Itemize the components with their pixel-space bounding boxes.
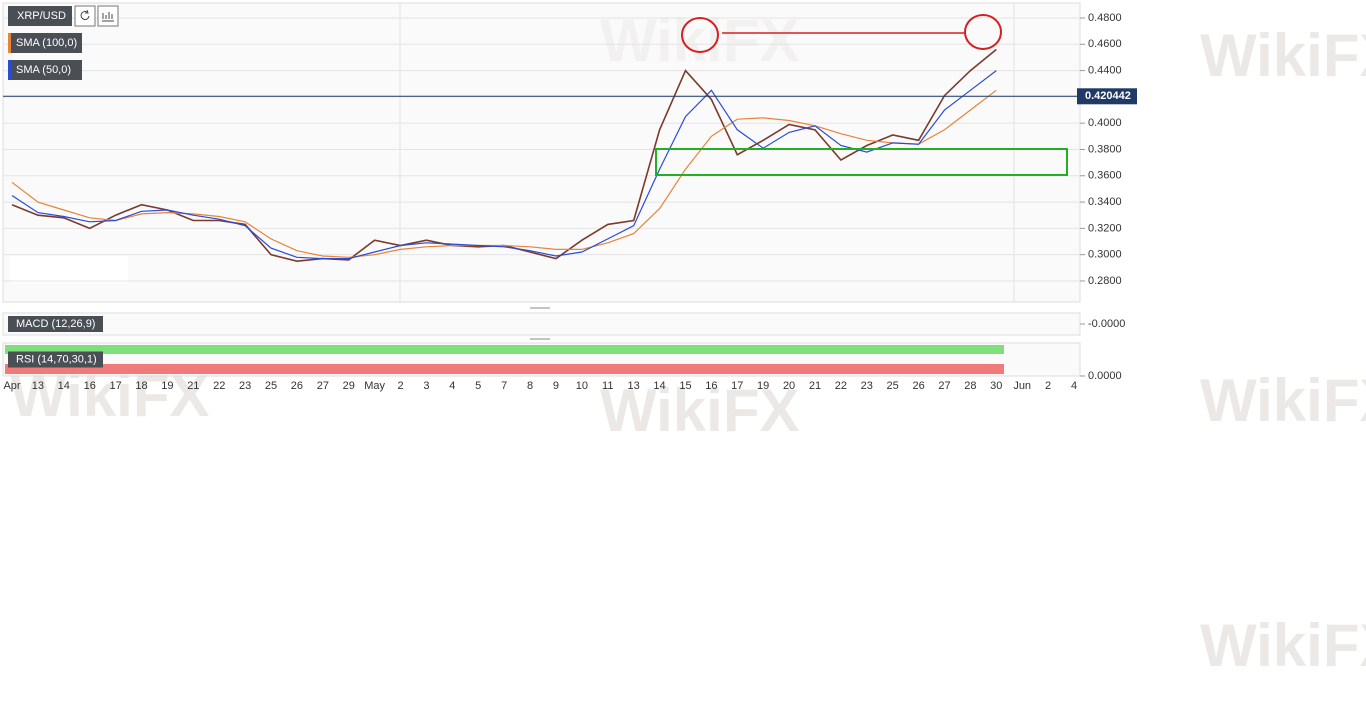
last-price-box	[1077, 88, 1137, 105]
x-tick-label: 23	[861, 380, 873, 392]
support-zone	[655, 148, 1068, 176]
x-tick-label: 27	[317, 380, 329, 392]
indicator-icon	[102, 12, 114, 22]
x-tick-label: 21	[187, 380, 199, 392]
watermark: WikiFX	[1200, 22, 1366, 89]
symbol: XRP/USD	[17, 10, 66, 22]
series-line	[11, 70, 997, 260]
x-tick-label: 19	[161, 380, 173, 392]
x-tick-label: 29	[343, 380, 355, 392]
y-tick-label: 0.4000	[1088, 117, 1122, 129]
y-tick-label: 0.4800	[1088, 12, 1122, 24]
x-tick-label: 2	[397, 380, 403, 392]
x-tick-label: 26	[291, 380, 303, 392]
x-tick-label: 19	[757, 380, 769, 392]
legend-swatch	[8, 33, 11, 53]
annotation-circle	[964, 14, 1002, 50]
x-tick-label: 25	[887, 380, 899, 392]
indicator-label-box[interactable]	[8, 316, 103, 332]
blank-box	[10, 256, 128, 283]
y-tick-label: -0.0000	[1088, 318, 1125, 330]
x-tick-label: 13	[32, 380, 44, 392]
x-tick-label: 17	[731, 380, 743, 392]
y-tick-label: 0.2800	[1088, 275, 1122, 287]
y-tick-label: 0.4600	[1088, 38, 1122, 50]
series-line	[11, 89, 997, 258]
x-tick-label: May	[364, 380, 385, 392]
legend-box[interactable]	[8, 60, 82, 80]
x-tick-label: 22	[213, 380, 225, 392]
y-tick-label: 0.3200	[1088, 222, 1122, 234]
y-tick-label: 0.3400	[1088, 196, 1122, 208]
x-tick-label: 20	[783, 380, 795, 392]
legend-swatch	[8, 60, 11, 80]
last-price-label: 0.420442	[1085, 90, 1131, 102]
legend-box[interactable]	[8, 33, 82, 53]
x-tick-label: 21	[809, 380, 821, 392]
y-tick-label: 0.3000	[1088, 249, 1122, 261]
price-panel	[2, 2, 1081, 303]
y-tick-label: 0.3800	[1088, 143, 1122, 155]
x-tick-label: 5	[475, 380, 481, 392]
x-tick-label: Apr	[3, 380, 20, 392]
y-tick-label: 0.0000	[1088, 370, 1122, 382]
rsi-oversold-band	[5, 364, 1004, 374]
x-tick-label: 28	[964, 380, 976, 392]
x-tick-label: 8	[527, 380, 533, 392]
x-tick-label: 18	[135, 380, 147, 392]
x-tick-label: 16	[84, 380, 96, 392]
symbol-box[interactable]	[8, 6, 72, 26]
x-tick-label: 23	[239, 380, 251, 392]
x-tick-label: 2	[1045, 380, 1051, 392]
rsi-overbought-band	[5, 345, 1004, 354]
indicator-button[interactable]	[97, 5, 119, 27]
legend-label: SMA (100,0)	[16, 37, 77, 49]
x-tick-label: 14	[58, 380, 70, 392]
legend-label: SMA (50,0)	[16, 64, 71, 76]
x-tick-label: 10	[576, 380, 588, 392]
x-tick-label: 17	[109, 380, 121, 392]
x-tick-label: 15	[679, 380, 691, 392]
macd-panel	[2, 312, 1081, 336]
watermark: WikiFX	[1200, 612, 1366, 679]
watermark: WikiFX	[600, 377, 799, 444]
annotation-circle	[681, 17, 719, 53]
x-tick-label: 27	[938, 380, 950, 392]
x-tick-label: 7	[501, 380, 507, 392]
x-tick-label: 4	[1071, 380, 1077, 392]
x-tick-label: 9	[553, 380, 559, 392]
x-tick-label: 25	[265, 380, 277, 392]
y-tick-label: 0.4400	[1088, 64, 1122, 76]
indicator-label: RSI (14,70,30,1)	[16, 353, 97, 365]
y-tick-label: 0.3600	[1088, 170, 1122, 182]
x-tick-label: 4	[449, 380, 455, 392]
x-tick-label: 16	[705, 380, 717, 392]
indicator-label: MACD (12,26,9)	[16, 318, 95, 330]
x-tick-label: Jun	[1013, 380, 1031, 392]
x-tick-label: 26	[912, 380, 924, 392]
x-tick-label: 22	[835, 380, 847, 392]
x-tick-label: 13	[628, 380, 640, 392]
x-tick-label: 11	[602, 380, 613, 392]
refresh-icon	[80, 9, 90, 20]
x-tick-label: 3	[423, 380, 429, 392]
indicator-label-box[interactable]	[8, 351, 103, 368]
refresh-button[interactable]	[74, 5, 96, 27]
watermark: WikiFX	[1200, 367, 1366, 434]
x-tick-label: 30	[990, 380, 1002, 392]
x-tick-label: 14	[653, 380, 665, 392]
